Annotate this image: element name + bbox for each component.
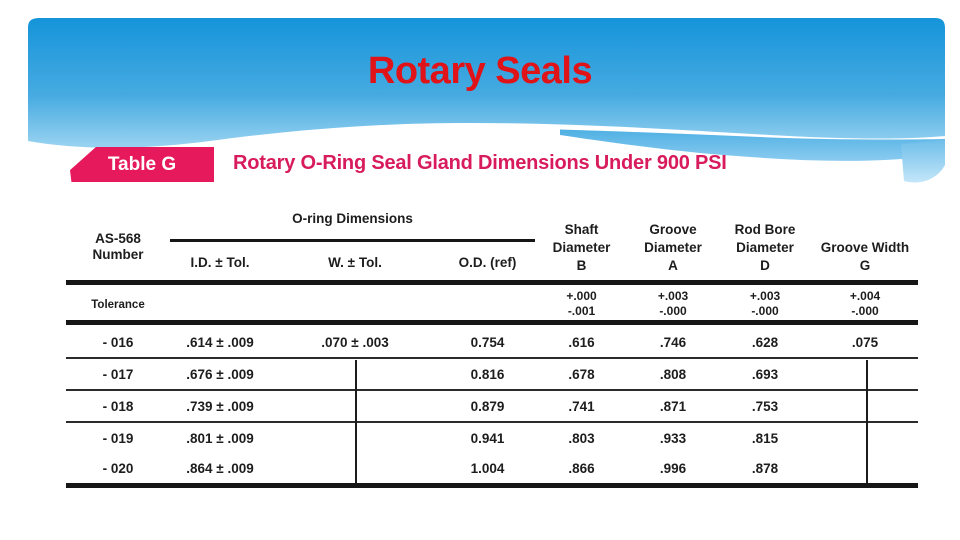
- cell-id: .864 ± .009: [186, 460, 254, 476]
- column-header-id-tol: I.D. ± Tol.: [190, 255, 250, 270]
- cell-od: 0.816: [470, 366, 505, 382]
- column-header-groove-width-g: Groove Width G: [820, 240, 910, 273]
- cell-a: .933: [659, 430, 687, 446]
- cell-a: .808: [659, 366, 687, 382]
- column-header-shaft-diameter-b: Shaft Diameter B: [552, 222, 611, 273]
- cell-b: .866: [568, 460, 595, 476]
- table-g-badge: Table G: [70, 147, 214, 182]
- cell-od: 0.879: [470, 398, 505, 414]
- table-row: - 016 .614 ± .009 .070 ± .003 0.754 .616…: [66, 327, 918, 359]
- gland-dimensions-table: O-ring Dimensions AS-568 Number I.D. ± T…: [66, 205, 918, 488]
- cell-as568: - 017: [102, 366, 134, 382]
- column-header-as568-number: AS-568 Number: [92, 231, 144, 262]
- cell-d: .753: [751, 398, 779, 414]
- cell-as568: - 018: [102, 398, 134, 414]
- column-header-groove-diameter-a: Groove Diameter A: [644, 222, 702, 273]
- slide-title: Rotary Seals: [367, 50, 593, 92]
- banner-graphic: [28, 18, 945, 183]
- table-row: - 017 .676 ± .009 0.816 .678 .808 .693: [66, 359, 918, 391]
- column-header-od-ref: O.D. (ref): [458, 255, 517, 270]
- tolerance-shaft-b: +.000 -.001: [566, 289, 597, 318]
- cell-b: .678: [568, 366, 595, 382]
- cell-b: .803: [568, 430, 595, 446]
- cell-od: 0.941: [470, 430, 505, 446]
- cell-g: .075: [851, 334, 879, 350]
- group-header-underline: [170, 239, 535, 242]
- tolerance-rule: [66, 320, 918, 325]
- page-curl: [901, 140, 945, 183]
- cell-id: .739 ± .009: [186, 398, 254, 414]
- cell-a: .871: [659, 398, 687, 414]
- cell-d: .878: [751, 460, 779, 476]
- cell-od: 1.004: [470, 460, 505, 476]
- table-caption: Rotary O-Ring Seal Gland Dimensions Unde…: [233, 152, 727, 174]
- cell-id: .676 ± .009: [186, 366, 254, 382]
- table-row: - 019 .801 ± .009 0.941 .803 .933 .815: [66, 423, 918, 453]
- cell-as568: - 016: [102, 334, 134, 350]
- tolerance-rod-bore-d: +.003 -.000: [749, 289, 781, 318]
- table-bottom-rule: [66, 483, 918, 488]
- cell-as568: - 019: [102, 430, 134, 446]
- ditto-line-groove-width-column: [866, 360, 868, 483]
- cell-od: 0.754: [470, 334, 505, 350]
- cell-d: .815: [751, 430, 779, 446]
- cell-id: .614 ± .009: [186, 334, 254, 350]
- tolerance-groove-width-g: +.004 -.000: [849, 289, 881, 318]
- cell-as568: - 020: [102, 460, 134, 476]
- banner-main-shape: [28, 18, 945, 148]
- cell-a: .996: [659, 460, 687, 476]
- cell-b: .741: [568, 398, 595, 414]
- table-body: - 016 .614 ± .009 .070 ± .003 0.754 .616…: [66, 327, 918, 483]
- column-header-w-tol: W. ± Tol.: [328, 255, 382, 270]
- table-row: - 018 .739 ± .009 0.879 .741 .871 .753: [66, 391, 918, 423]
- cell-b: .616: [568, 334, 595, 350]
- ditto-line-w-column: [355, 360, 357, 483]
- cell-a: .746: [659, 334, 687, 350]
- table-row: - 020 .864 ± .009 1.004 .866 .996 .878: [66, 453, 918, 483]
- banner-wave-strip: [560, 129, 945, 161]
- header-rule: [66, 280, 918, 285]
- cell-id: .801 ± .009: [186, 430, 254, 446]
- cell-d: .693: [751, 366, 779, 382]
- cell-w: .070 ± .003: [321, 334, 389, 350]
- cell-d: .628: [751, 334, 779, 350]
- column-group-header-oring-dimensions: O-ring Dimensions: [292, 211, 413, 226]
- tolerance-row-label: Tolerance: [91, 299, 145, 311]
- tolerance-groove-a: +.003 -.000: [657, 289, 689, 318]
- column-header-rod-bore-diameter-d: Rod Bore Diameter D: [734, 222, 796, 273]
